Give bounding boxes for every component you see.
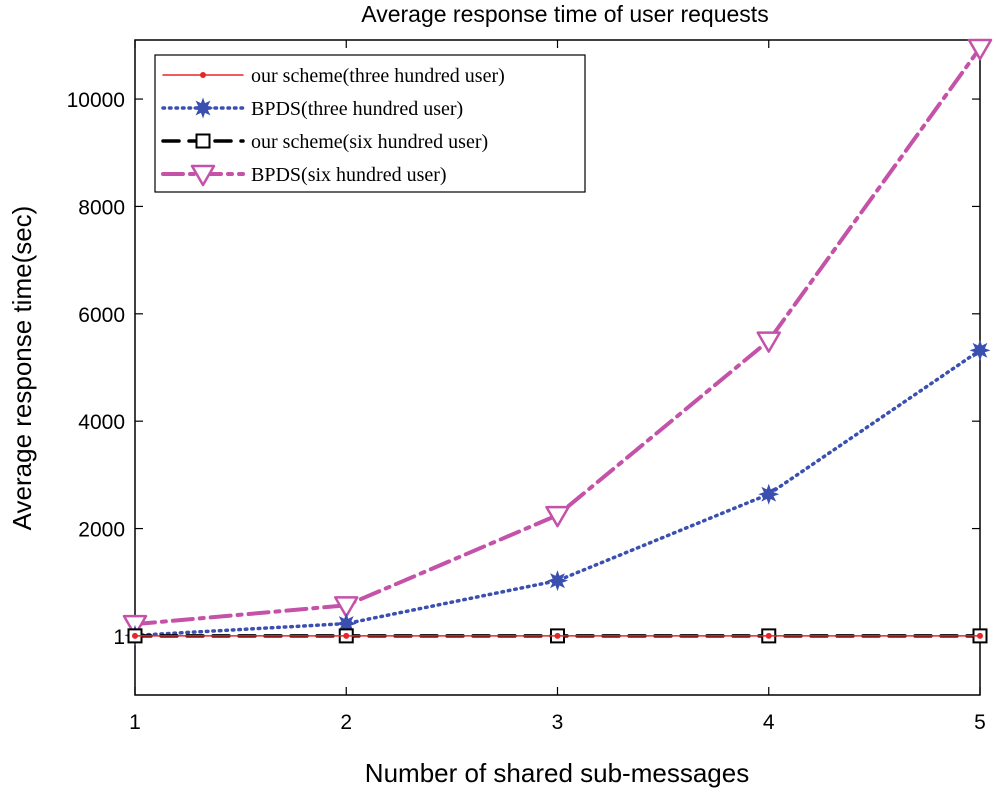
data-point-s1-1 xyxy=(132,632,138,639)
data-point-s4-3 xyxy=(545,505,570,528)
x-axis-label: Number of shared sub-messages xyxy=(365,758,749,788)
legend-marker-1 xyxy=(200,72,206,78)
legend-marker-3 xyxy=(195,133,211,149)
data-point-s2-5 xyxy=(969,339,991,361)
legend: our scheme(three hundred user) BPDS(three… xyxy=(154,54,586,193)
data-point-s4-2 xyxy=(334,596,359,618)
legend-label-2: BPDS(three hundred user) xyxy=(251,98,463,120)
legend-box xyxy=(154,54,586,193)
legend-marker-4 xyxy=(190,164,216,187)
legend-label-4: BPDS(six hundred user) xyxy=(251,164,447,186)
series-line-4 xyxy=(133,46,982,627)
legend-label-1: our scheme(three hundred user) xyxy=(251,65,505,87)
data-point-s1-4 xyxy=(765,632,772,639)
y-tick-label: 4000 xyxy=(78,411,125,434)
x-tick-label: 5 xyxy=(974,711,986,734)
y-tick-label: 2000 xyxy=(78,519,125,542)
y-tick-label: 10000 xyxy=(67,89,125,112)
data-point-s1-2 xyxy=(343,632,350,639)
data-point-s2-4 xyxy=(758,483,780,505)
x-tick-label: 2 xyxy=(340,711,352,734)
legend-marker-2 xyxy=(192,97,214,119)
series-layer xyxy=(122,38,993,646)
data-point-s1-5 xyxy=(977,632,983,639)
chart-title: Average response time of user requests xyxy=(361,1,768,27)
y-tick-label: 1 xyxy=(113,626,125,649)
y-tick-label: 8000 xyxy=(78,196,125,219)
data-point-s1-3 xyxy=(554,632,561,639)
x-tick-label: 3 xyxy=(552,711,564,734)
x-tick-label: 4 xyxy=(763,711,775,734)
legend-label-3: our scheme(six hundred user) xyxy=(251,131,488,153)
data-point-s2-3 xyxy=(547,570,568,592)
axis-ticks: 1 2 3 4 5 1 2000 4000 6000 8000 10000 xyxy=(67,40,986,734)
data-point-s4-5 xyxy=(967,38,993,61)
y-axis-label: Average response time(sec) xyxy=(7,206,37,531)
data-point-s4-4 xyxy=(756,331,781,353)
series-line-2 xyxy=(133,348,982,638)
y-tick-label: 6000 xyxy=(78,304,125,327)
x-tick-label: 1 xyxy=(129,711,141,734)
